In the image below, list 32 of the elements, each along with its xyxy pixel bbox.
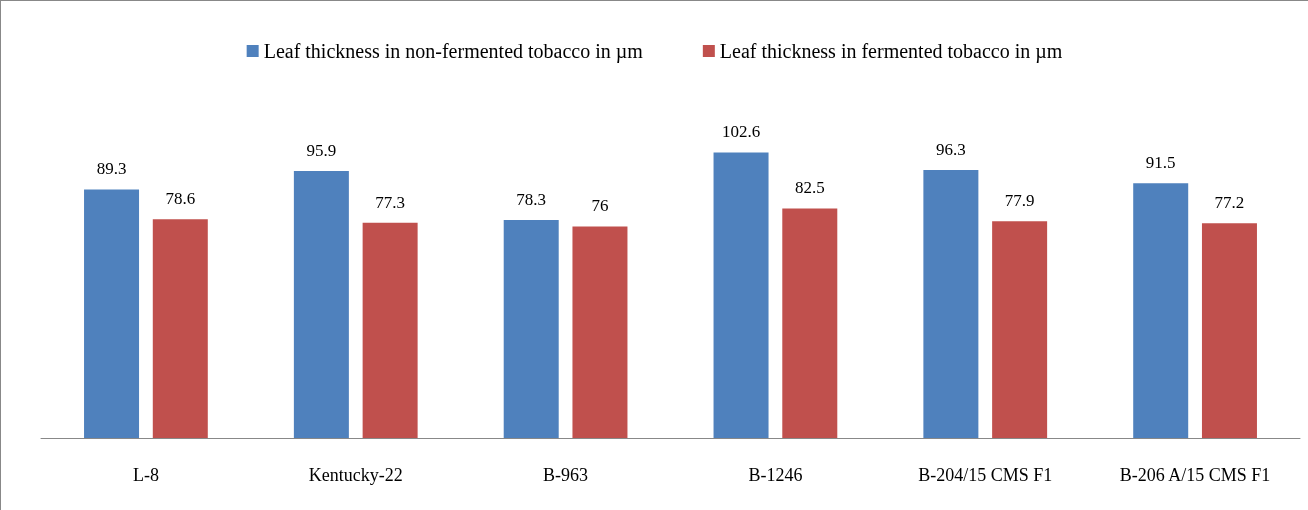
x-tick-label: B-1246 [748, 465, 803, 485]
data-label: 82.5 [794, 178, 825, 198]
bar [293, 171, 349, 438]
x-tick-label: B-963 [543, 465, 589, 485]
bar [84, 189, 140, 438]
data-label: 77.2 [1214, 193, 1245, 213]
legend-label: Leaf thickness in fermented tobacco in µm [719, 40, 1063, 63]
data-label: 95.9 [306, 141, 337, 161]
bar [1201, 223, 1257, 438]
data-label: 78.6 [165, 189, 196, 209]
bar [503, 220, 559, 438]
bar [713, 152, 769, 438]
bar [782, 208, 838, 438]
data-label: 96.3 [936, 139, 966, 159]
x-tick-label: B-204/15 CMS F1 [918, 465, 1053, 485]
x-tick-label: B-206 A/15 CMS F1 [1119, 465, 1271, 485]
data-label: 77.9 [1004, 191, 1035, 211]
bar [992, 221, 1048, 438]
data-label: 89.3 [96, 159, 127, 179]
data-label: 76 [591, 196, 609, 216]
data-label: 91.5 [1145, 153, 1176, 173]
x-tick-label: L-8 [132, 465, 159, 485]
data-label: 102.6 [721, 122, 761, 142]
bar [362, 222, 418, 438]
bar [923, 169, 979, 438]
bar [152, 219, 208, 438]
legend-label: Leaf thickness in non-fermented tobacco in µm [263, 40, 644, 63]
x-tick-label: Kentucky-22 [308, 465, 403, 485]
bar [572, 226, 628, 438]
bar [1133, 183, 1189, 438]
data-label: 77.3 [375, 192, 405, 212]
data-label: 78.3 [516, 190, 547, 210]
